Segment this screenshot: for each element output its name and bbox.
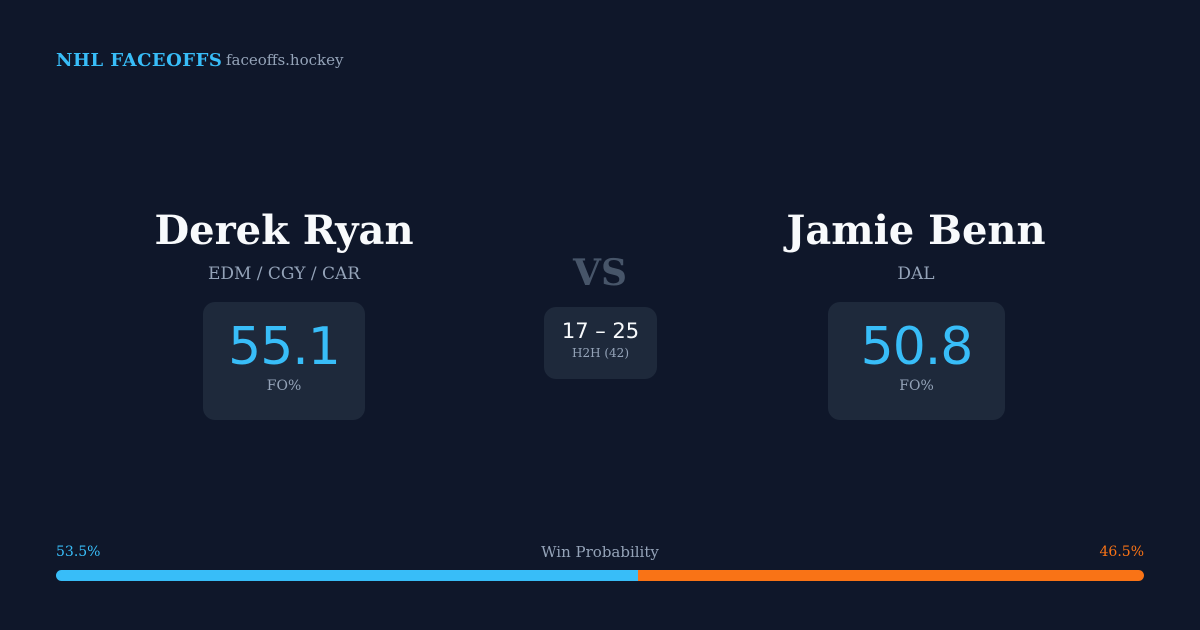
fo-label: FO%	[266, 378, 302, 394]
vs-label: VS	[573, 252, 627, 294]
player-name: Jamie Benn	[786, 207, 1046, 254]
player-name: Derek Ryan	[154, 207, 414, 254]
player-teams: EDM / CGY / CAR	[207, 264, 361, 284]
win-prob-title: Win Probability	[541, 543, 659, 561]
brand: NHL FACEOFFS	[56, 50, 223, 71]
fo-label: FO%	[899, 378, 934, 394]
h2h-card: 17 – 25 H2H (42)	[544, 307, 657, 379]
win-prob-segment	[638, 570, 1144, 581]
player-teams: DAL	[897, 264, 935, 284]
fo-value: 55.1	[228, 317, 341, 377]
h2h-score: 17 – 25	[561, 319, 640, 343]
fo-value: 50.8	[860, 317, 974, 377]
win-prob-segment	[56, 570, 639, 581]
site-url: faceoffs.hockey	[226, 51, 344, 69]
stat-card: 55.1 FO%	[203, 302, 365, 420]
stat-card: 50.8 FO%	[828, 302, 1005, 420]
h2h-label: H2H (42)	[571, 346, 629, 360]
win-prob-left: 53.5%	[56, 544, 101, 560]
win-prob-bar	[56, 570, 1144, 581]
win-prob-right: 46.5%	[1099, 544, 1144, 560]
